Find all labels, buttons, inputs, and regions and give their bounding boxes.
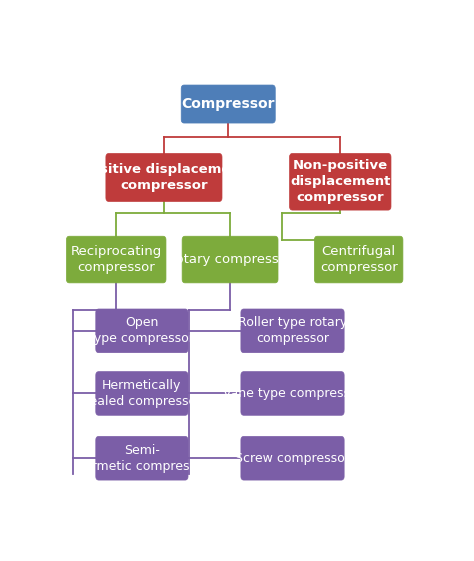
Text: Positive displacement
compressor: Positive displacement compressor	[82, 163, 246, 192]
FancyBboxPatch shape	[241, 309, 344, 353]
FancyBboxPatch shape	[290, 154, 391, 210]
Text: Rotary compressor: Rotary compressor	[167, 253, 293, 266]
Text: Screw compressor: Screw compressor	[235, 452, 350, 465]
Text: Reciprocating
compressor: Reciprocating compressor	[71, 245, 162, 274]
FancyBboxPatch shape	[106, 154, 222, 201]
Text: Open
type compressor: Open type compressor	[90, 316, 194, 346]
FancyBboxPatch shape	[181, 85, 275, 123]
FancyBboxPatch shape	[182, 236, 278, 283]
FancyBboxPatch shape	[96, 436, 188, 480]
Text: Vane type compressor: Vane type compressor	[223, 387, 363, 400]
Text: Centrifugal
compressor: Centrifugal compressor	[320, 245, 398, 274]
Text: Semi-
hermetic compressor: Semi- hermetic compressor	[75, 444, 208, 473]
FancyBboxPatch shape	[241, 371, 344, 415]
FancyBboxPatch shape	[66, 236, 166, 283]
FancyBboxPatch shape	[314, 236, 403, 283]
Text: Roller type rotary
compressor: Roller type rotary compressor	[238, 316, 347, 346]
FancyBboxPatch shape	[96, 371, 188, 415]
FancyBboxPatch shape	[96, 309, 188, 353]
Text: Hermetically
sealed compressor: Hermetically sealed compressor	[83, 379, 201, 408]
FancyBboxPatch shape	[241, 436, 344, 480]
Text: Non-positive
displacement
compressor: Non-positive displacement compressor	[290, 159, 391, 204]
Text: Compressor: Compressor	[182, 97, 275, 111]
